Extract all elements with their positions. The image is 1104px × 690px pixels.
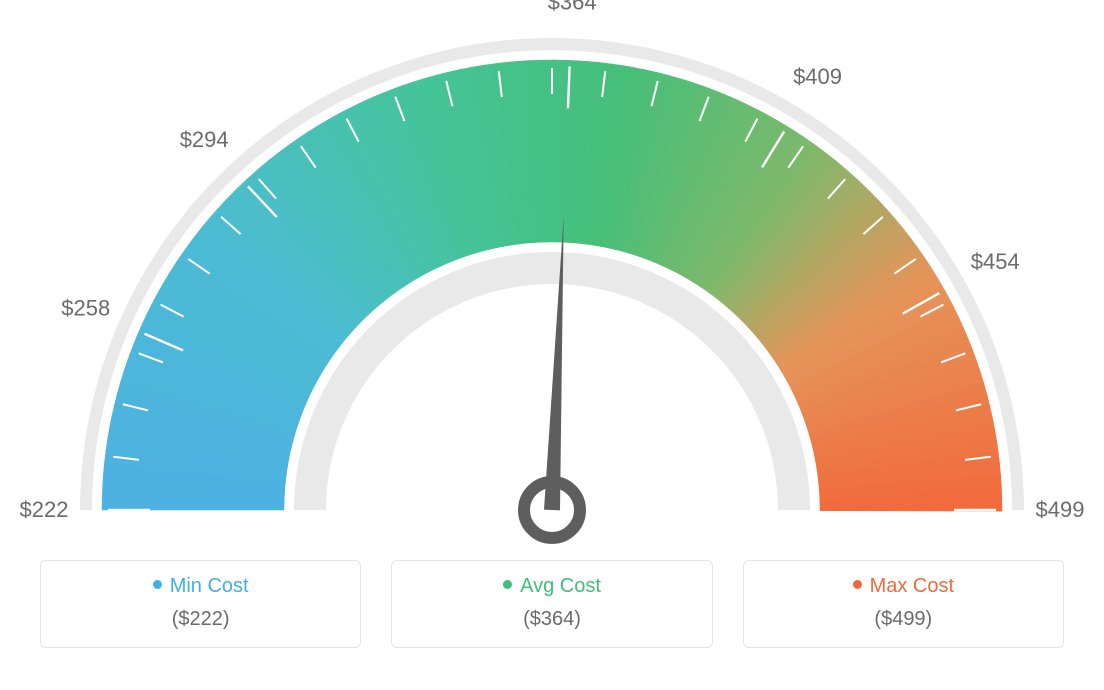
legend-card-max: Max Cost ($499) <box>743 560 1064 648</box>
svg-text:$454: $454 <box>971 249 1020 274</box>
bullet-avg <box>503 580 512 589</box>
legend-card-min: Min Cost ($222) <box>40 560 361 648</box>
svg-text:$294: $294 <box>180 127 229 152</box>
legend-card-avg: Avg Cost ($364) <box>391 560 712 648</box>
legend-value-avg: ($364) <box>392 608 711 631</box>
bullet-max <box>853 580 862 589</box>
legend-label-avg: Avg Cost <box>520 575 601 597</box>
legend-title-max: Max Cost <box>744 575 1063 598</box>
svg-text:$499: $499 <box>1036 497 1085 522</box>
legend-title-min: Min Cost <box>41 575 360 598</box>
svg-text:$222: $222 <box>20 497 69 522</box>
legend-title-avg: Avg Cost <box>392 575 711 598</box>
svg-text:$409: $409 <box>793 64 842 89</box>
gauge-chart: $222 $258 $294 $364 $409 $454 $499 <box>0 0 1104 560</box>
legend-label-min: Min Cost <box>170 575 249 597</box>
legend-value-max: ($499) <box>744 608 1063 631</box>
legend-value-min: ($222) <box>41 608 360 631</box>
svg-text:$364: $364 <box>548 0 597 14</box>
bullet-min <box>153 580 162 589</box>
legend-row: Min Cost ($222) Avg Cost ($364) Max Cost… <box>0 560 1104 678</box>
legend-label-max: Max Cost <box>870 575 954 597</box>
svg-text:$258: $258 <box>61 295 110 320</box>
